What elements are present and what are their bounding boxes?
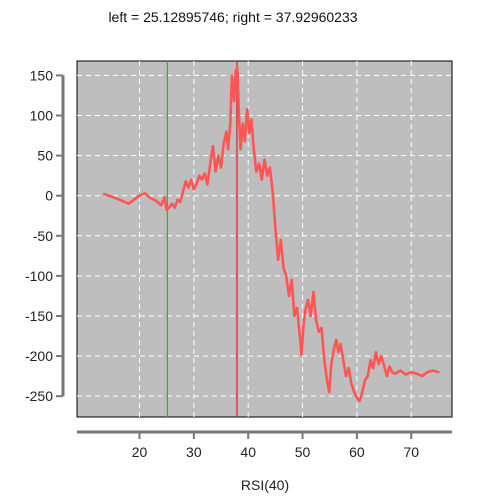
- x-axis-label: RSI(40): [241, 477, 289, 493]
- threshold-lines: [166, 61, 238, 417]
- x-tick-label: 20: [132, 444, 148, 460]
- y-tick-label: -250: [25, 388, 53, 404]
- y-axis: 150 100 50 0 -50 -100 -150 -200 -250: [25, 67, 65, 404]
- x-tick-label: 70: [403, 444, 419, 460]
- x-tick-label: 60: [349, 444, 365, 460]
- y-tick-label: 100: [30, 108, 54, 124]
- x-tick-label: 40: [240, 444, 256, 460]
- y-tick-label: 0: [45, 188, 53, 204]
- y-tick-label: -200: [25, 348, 53, 364]
- y-tick-label: 150: [30, 67, 54, 83]
- x-axis: 20 30 40 50 60 70: [77, 430, 452, 460]
- series-line: [102, 66, 440, 403]
- x-tick-label: 50: [295, 444, 311, 460]
- x-tick-label: 30: [186, 444, 202, 460]
- y-tick-label: 50: [37, 148, 53, 164]
- y-tick-label: -100: [25, 268, 53, 284]
- plot-area: [76, 60, 453, 418]
- series-layer: [102, 66, 440, 403]
- y-tick-label: -50: [33, 228, 53, 244]
- y-tick-label: -150: [25, 308, 53, 324]
- chart-title: left = 25.12895746; right = 37.92960233: [108, 9, 357, 25]
